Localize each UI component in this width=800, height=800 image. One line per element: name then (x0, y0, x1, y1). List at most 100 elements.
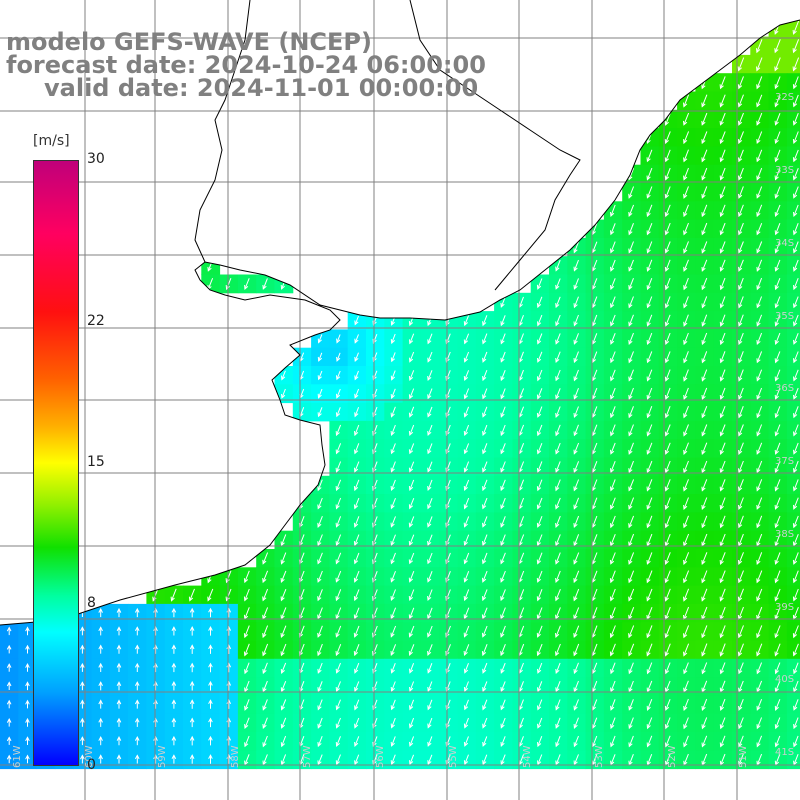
wind-arrow (701, 552, 708, 565)
wind-arrowhead (646, 321, 651, 327)
wind-arrow (683, 314, 689, 326)
wind-arrowhead (463, 650, 468, 657)
wind-arrowhead (737, 102, 743, 108)
wind-arrow (720, 204, 726, 217)
wind-arrow (427, 552, 433, 564)
wind-arrow (354, 407, 360, 417)
wind-arrow (500, 424, 506, 436)
wind-arrow (390, 589, 396, 601)
wind-arrow (244, 699, 250, 710)
wind-arrowhead (738, 248, 743, 254)
wind-arrowhead (500, 522, 505, 528)
wind-cell (786, 164, 800, 184)
wind-arrowhead (646, 376, 651, 382)
wind-arrowhead (134, 736, 140, 741)
wind-arrow (464, 461, 470, 472)
wind-arrowhead (536, 431, 542, 437)
wind-arrow (756, 204, 763, 217)
wind-arrowhead (189, 717, 195, 723)
wind-arrow (756, 643, 763, 656)
wind-arrow (701, 94, 708, 107)
wind-arrow (628, 699, 634, 710)
wind-arrowhead (646, 486, 651, 492)
wind-arrowhead (573, 412, 578, 419)
wind-arrow (665, 662, 671, 674)
wind-arrowhead (482, 431, 487, 437)
wind-arrow (519, 479, 525, 491)
lat-label: 39S (775, 602, 794, 613)
wind-arrowhead (354, 705, 359, 711)
wind-arrowhead (738, 376, 743, 382)
wind-arrowhead (390, 632, 395, 638)
wind-arrow (738, 606, 744, 620)
wind-arrow (793, 351, 799, 363)
wind-arrow (519, 424, 525, 436)
wind-arrowhead (683, 413, 688, 419)
wind-arrow (573, 588, 580, 601)
wind-arrowhead (701, 633, 706, 639)
wind-cell (786, 530, 800, 550)
wind-arrowhead (573, 449, 578, 455)
wind-arrowhead (244, 742, 249, 748)
wind-arrow (701, 369, 708, 381)
wind-arrow (610, 406, 616, 418)
wind-arrowhead (555, 742, 560, 748)
wind-arrow (409, 589, 415, 601)
wind-arrowhead (243, 596, 249, 602)
wind-arrow (683, 424, 689, 436)
wind-arrow (555, 296, 561, 308)
wind-arrowhead (609, 651, 615, 657)
wind-arrow (610, 333, 616, 345)
wind-arrowhead (793, 339, 798, 345)
wind-arrow (665, 222, 671, 235)
wind-arrowhead (664, 212, 670, 218)
wind-arrowhead (646, 266, 651, 272)
wind-arrowhead (408, 504, 414, 510)
wind-arrowhead (188, 596, 194, 602)
wind-arrowhead (701, 578, 706, 584)
wind-arrowhead (281, 393, 286, 399)
wind-arrow (793, 570, 799, 583)
wind-arrowhead (683, 724, 688, 730)
wind-arrow (793, 57, 800, 71)
wind-arrowhead (280, 577, 285, 584)
wind-arrowhead (243, 633, 249, 639)
wind-arrow (281, 681, 287, 692)
wind-arrowhead (280, 705, 285, 711)
wind-arrowhead (427, 741, 432, 747)
wind-arrowhead (482, 596, 487, 602)
wind-arrow (793, 460, 799, 473)
wind-arrow (793, 515, 799, 528)
wind-arrowhead (628, 669, 633, 675)
wind-arrowhead (262, 559, 267, 565)
wind-arrowhead (664, 578, 669, 584)
wind-arrow (701, 497, 708, 510)
wind-arrowhead (646, 394, 651, 400)
wind-arrowhead (792, 559, 798, 565)
wind-arrow (610, 387, 616, 399)
wind-arrowhead (737, 84, 743, 90)
wind-arrow (646, 607, 653, 620)
wind-arrow (299, 516, 305, 528)
wind-arrowhead (683, 102, 688, 108)
wind-arrow (756, 186, 763, 198)
wind-arrowhead (738, 340, 743, 346)
wind-arrowhead (208, 754, 213, 759)
wind-arrowhead (701, 742, 706, 748)
wind-arrowhead (336, 356, 341, 362)
wind-arrowhead (756, 724, 761, 730)
wind-arrowhead (189, 699, 195, 705)
wind-arrow (775, 442, 781, 455)
wind-arrowhead (463, 705, 469, 711)
wind-arrow (427, 498, 433, 509)
wind-arrowhead (537, 357, 542, 363)
wind-arrow (262, 754, 268, 765)
wind-arrow (775, 131, 781, 144)
wind-arrow (336, 497, 342, 509)
wind-arrow (720, 424, 726, 436)
wind-arrow (592, 241, 598, 253)
wind-arrow (317, 607, 323, 619)
wind-arrow (720, 369, 726, 381)
wind-arrow (683, 277, 689, 290)
wind-arrow (354, 754, 360, 765)
